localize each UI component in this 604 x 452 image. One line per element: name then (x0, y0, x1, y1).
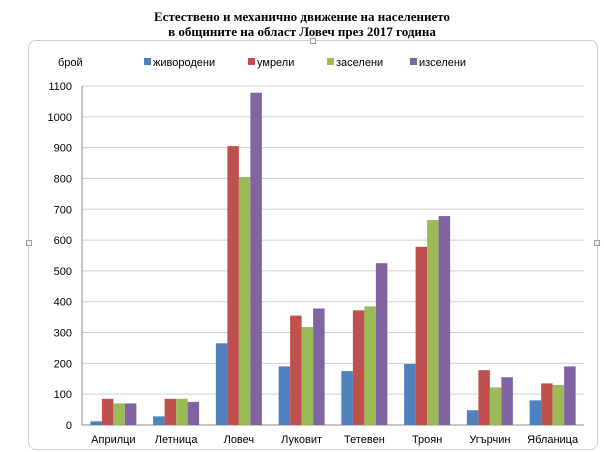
resize-handle-top[interactable] (310, 38, 316, 44)
legend-swatch (248, 58, 255, 65)
x-tick-label: Априлци (91, 434, 135, 446)
x-tick-label: Тетевен (344, 434, 385, 446)
y-axis-label: брой (58, 57, 83, 69)
bar-живородени[interactable] (215, 343, 228, 425)
x-tick-label: Троян (412, 434, 442, 446)
y-tick-label: 200 (54, 358, 72, 370)
y-tick-label: 1100 (48, 81, 72, 93)
legend-swatch (410, 58, 417, 65)
y-tick-label: 1000 (48, 112, 72, 124)
bar-изселени[interactable] (375, 263, 388, 425)
bar-умрели[interactable] (352, 310, 365, 425)
y-tick-label: 600 (54, 235, 72, 247)
bar-живородени[interactable] (529, 400, 542, 425)
bar-заселени[interactable] (364, 306, 376, 425)
y-tick-label: 400 (54, 297, 72, 309)
bar-заселени[interactable] (489, 387, 502, 425)
bar-заселени[interactable] (427, 220, 439, 425)
bar-изселени[interactable] (501, 377, 513, 425)
bar-изселени[interactable] (313, 308, 325, 425)
resize-handle-left[interactable] (26, 240, 32, 246)
resize-handle-right[interactable] (594, 240, 600, 246)
bar-заселени[interactable] (552, 384, 565, 425)
bar-заселени[interactable] (113, 403, 125, 425)
bar-изселени[interactable] (564, 366, 576, 425)
bar-умрели[interactable] (541, 383, 553, 425)
y-tick-label: 800 (54, 173, 72, 185)
bar-живородени[interactable] (341, 371, 353, 425)
bar-умрели[interactable] (101, 398, 114, 425)
x-tick-label: Летница (155, 434, 199, 446)
y-tick-label: 300 (54, 328, 72, 340)
bar-умрели[interactable] (164, 398, 177, 425)
bar-живородени[interactable] (90, 421, 102, 425)
chart-subtitle: в общините на област Ловеч през 2017 год… (168, 24, 436, 39)
bar-изселени[interactable] (438, 216, 451, 425)
bar-живородени[interactable] (153, 416, 165, 425)
bar-изселени[interactable] (124, 403, 137, 425)
x-tick-label: Ябланица (527, 434, 579, 446)
bar-умрели[interactable] (415, 246, 428, 425)
bar-живородени[interactable] (278, 366, 291, 425)
legend-entry: заселени (336, 57, 383, 69)
legend-swatch (144, 58, 151, 65)
bar-изселени[interactable] (250, 92, 262, 425)
y-tick-label: 700 (54, 204, 72, 216)
legend-entry: изселени (419, 57, 466, 69)
x-tick-label: Ловеч (224, 434, 255, 446)
bar-умрели[interactable] (478, 370, 490, 425)
legend-entry: живородени (153, 57, 215, 69)
legend-swatch (327, 58, 334, 65)
bar-умрели[interactable] (290, 315, 302, 425)
bar-заселени[interactable] (301, 326, 314, 425)
bar-заселени[interactable] (176, 398, 188, 425)
x-tick-label: Угърчин (469, 434, 510, 446)
bar-изселени[interactable] (187, 401, 200, 425)
y-tick-label: 500 (54, 266, 72, 278)
y-tick-label: 0 (66, 420, 72, 432)
y-tick-label: 100 (54, 389, 72, 401)
bar-умрели[interactable] (227, 146, 239, 425)
bar-заселени[interactable] (238, 176, 251, 425)
legend-entry: умрели (257, 57, 294, 69)
bar-живородени[interactable] (466, 410, 479, 425)
chart-title: Естествено и механично движение на насел… (154, 9, 450, 24)
bar-живородени[interactable] (404, 363, 416, 425)
y-tick-label: 900 (54, 143, 72, 155)
x-tick-label: Луковит (281, 434, 322, 446)
